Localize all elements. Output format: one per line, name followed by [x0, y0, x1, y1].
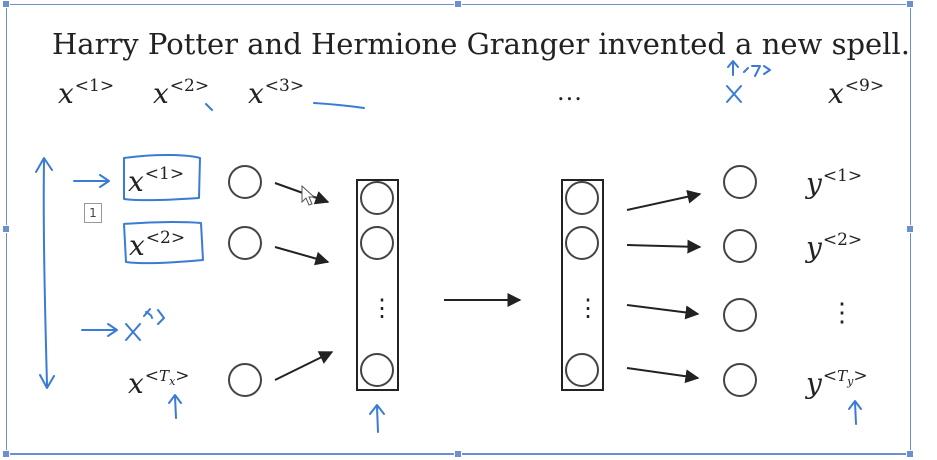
output-yTy-open: < — [822, 366, 838, 386]
mouse-cursor-icon — [301, 184, 316, 206]
resize-handle-mid-right[interactable] — [906, 225, 914, 233]
token-x2-index: <2> — [169, 76, 210, 96]
resize-handle-bottom-left[interactable] — [2, 450, 10, 458]
token-x1-base: x — [58, 77, 74, 110]
annotation-up-arrow-hidden — [369, 404, 385, 433]
token-x3-index: <3> — [264, 76, 305, 96]
example-sentence: Harry Potter and Hermione Granger invent… — [52, 27, 910, 61]
arrow-hidden-to-output-3 — [626, 304, 700, 320]
annotation-up-arrow-ty — [848, 400, 862, 425]
annotation-handwritten-x-t — [125, 308, 165, 341]
annotation-left-vertical-arrow — [35, 157, 55, 389]
input-x1-index: <1> — [144, 164, 185, 184]
output-yTy: y<Ty> — [806, 368, 868, 398]
annotation-underline — [313, 102, 365, 109]
output-yTy-sub: y — [847, 375, 854, 388]
token-x9-index: <9> — [844, 76, 885, 96]
arrow-input-2-to-hidden — [274, 246, 330, 266]
input-x1: x<1> — [128, 166, 184, 196]
annotation-arrow-to-x-t — [81, 323, 118, 337]
output-y1-index: <1> — [822, 166, 863, 186]
input-node-tx — [228, 363, 262, 397]
input-xTx-index: <Tx> — [144, 366, 190, 388]
token-x3-base: x — [248, 77, 264, 110]
token-x1-index: <1> — [74, 76, 115, 96]
annotation-arrow-to-x1 — [73, 174, 110, 188]
input-x2-index: <2> — [145, 228, 186, 248]
hidden-layer-1-node-n — [360, 353, 394, 387]
input-node-2 — [228, 226, 262, 260]
input-x2: x<2> — [129, 230, 185, 260]
token-x2-base: x — [153, 77, 169, 110]
output-y2: y<2> — [806, 232, 862, 262]
output-y1-base: y — [806, 167, 822, 200]
resize-handle-top-right[interactable] — [906, 0, 914, 8]
input-x1-base: x — [128, 165, 144, 198]
output-y2-index: <2> — [822, 230, 863, 250]
resize-handle-bottom-mid[interactable] — [454, 450, 462, 458]
output-node-2 — [723, 229, 757, 263]
arrow-hidden-to-output-1 — [626, 189, 702, 211]
hidden-layer-2-dots: ⋮ — [576, 294, 600, 322]
hidden-layer-1-box — [356, 179, 399, 391]
token-ellipsis: ... — [557, 78, 583, 106]
input-xTx-base: x — [128, 367, 144, 400]
input-x2-base: x — [129, 229, 145, 262]
token-x9: x<9> — [828, 78, 884, 108]
token-x1: x<1> — [58, 78, 114, 108]
annotation-handwritten-x7 — [726, 60, 771, 103]
output-node-1 — [723, 165, 757, 199]
output-node-ty — [723, 363, 757, 397]
annotation-tick — [205, 103, 213, 111]
resize-handle-mid-left[interactable] — [2, 225, 10, 233]
hidden-layer-1-dots: ⋮ — [370, 294, 394, 322]
input-xTx-sub: x — [169, 375, 176, 388]
resize-handle-bottom-right[interactable] — [906, 450, 914, 458]
output-vertical-dots: ⋮ — [829, 298, 855, 328]
resize-handle-top-left[interactable] — [2, 0, 10, 8]
annotation-box-x2 — [123, 221, 204, 265]
arrow-hidden-to-output-2 — [626, 239, 702, 254]
hidden-layer-2-node-2 — [565, 226, 599, 260]
arrow-input-tx-to-hidden — [274, 351, 334, 381]
token-x9-base: x — [828, 77, 844, 110]
output-y2-base: y — [806, 231, 822, 264]
annotation-up-arrow-tx — [168, 394, 182, 419]
output-yTy-base: y — [806, 367, 822, 400]
output-y1: y<1> — [806, 168, 862, 198]
hidden-layer-1-node-2 — [360, 226, 394, 260]
hidden-layer-2-node-1 — [565, 181, 599, 215]
hidden-layer-1-node-1 — [360, 181, 394, 215]
arrow-hidden-to-output-ty — [626, 367, 700, 384]
hidden-layer-2-box — [561, 179, 604, 391]
resize-handle-top-mid[interactable] — [454, 0, 462, 8]
input-xTx: x<Tx> — [128, 368, 190, 398]
output-yTy-index: <Ty> — [822, 366, 868, 388]
input-node-1 — [228, 165, 262, 199]
input-xTx-var: T — [159, 367, 170, 385]
hidden-layer-2-node-n — [565, 353, 599, 387]
slide-number-badge[interactable]: 1 — [84, 203, 102, 223]
output-yTy-close: > — [853, 366, 868, 386]
output-node-3 — [723, 298, 757, 332]
input-xTx-open: < — [144, 366, 160, 386]
token-x3: x<3> — [248, 78, 304, 108]
input-xTx-close: > — [175, 366, 190, 386]
annotation-box-x1 — [123, 153, 201, 202]
output-yTy-var: T — [837, 367, 848, 385]
token-x2: x<2> — [153, 78, 209, 108]
